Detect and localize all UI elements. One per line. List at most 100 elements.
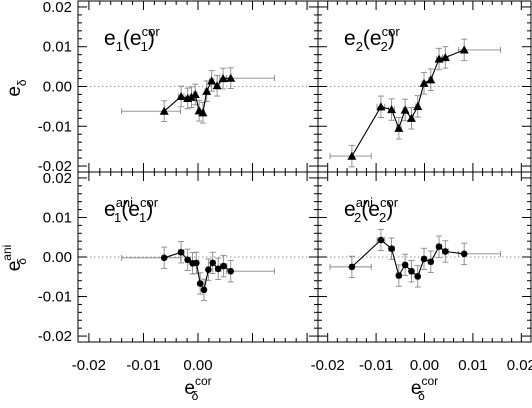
data-point-circle	[388, 245, 395, 252]
panel-label-part: cor	[142, 24, 161, 39]
data-point-circle	[177, 248, 185, 256]
data-point-circle	[214, 265, 222, 273]
data-point-circle	[377, 236, 385, 244]
panel-label-part: e	[344, 198, 356, 221]
panel-label-part: ani	[356, 195, 373, 210]
y-axis-title-part: δ	[15, 79, 29, 86]
data-point-triangle	[394, 123, 404, 132]
y-tick-label: -0.01	[38, 118, 72, 135]
x-tick-label: 0.02	[507, 357, 532, 374]
panel-top-left: e1(ecor 1)	[77, 0, 319, 173]
data-point-circle	[435, 243, 443, 251]
x-tick-label: -0.02	[72, 357, 106, 374]
data-point-triangle	[387, 105, 397, 114]
data-point-triangle	[426, 75, 436, 84]
panel-label-part: cor	[380, 195, 399, 210]
data-point-circle	[408, 267, 415, 275]
panel-label-part: 1	[116, 39, 123, 54]
panel-label-part: 2	[379, 210, 386, 225]
data-point-triangle	[400, 105, 410, 114]
data-point-triangle	[406, 113, 416, 122]
panel-label-part: e	[344, 27, 356, 50]
y-tick-label: 0.00	[43, 249, 72, 266]
data-point-circle	[227, 267, 235, 275]
x-tick-label: 0.00	[183, 357, 212, 374]
data-point-circle	[395, 272, 403, 279]
data-point-triangle	[459, 45, 469, 54]
y-axis-title-part: e	[4, 261, 25, 272]
series-line	[351, 49, 465, 157]
data-point-triangle	[440, 52, 450, 62]
y-tick-label: -0.02	[38, 328, 72, 345]
data-point-circle	[160, 254, 168, 262]
panel-label-part: e	[104, 198, 116, 221]
data-point-circle	[200, 286, 208, 294]
data-point-triangle	[190, 89, 200, 99]
y-tick-label: 0.02	[43, 170, 72, 187]
x-axis-title-part: δ	[418, 389, 425, 403]
x-tick-label: -0.01	[126, 357, 160, 374]
panel-bottom-right: eani 2(ecor 2)	[317, 171, 532, 343]
data-point-circle	[414, 273, 422, 280]
x-axis-title-part: e	[411, 378, 422, 399]
data-point-triangle	[176, 91, 186, 101]
data-point-circle	[205, 266, 212, 273]
x-tick-label: 0.01	[458, 357, 487, 374]
y-tick-label: -0.01	[38, 289, 72, 306]
y-tick-label: 0.01	[43, 209, 72, 226]
y-axis-title-part: δ	[15, 258, 29, 265]
panel-label: e2(ecor 2)	[344, 24, 400, 54]
data-point-triangle	[207, 76, 217, 85]
panel-label-part: )	[146, 198, 153, 221]
y-axis-title-part: e	[4, 86, 25, 97]
panel-label-part: )	[388, 27, 395, 50]
panel-label-part: 2	[356, 39, 363, 54]
data-point-triangle	[198, 108, 208, 117]
series-line	[351, 239, 465, 278]
panel-label: e1(ecor 1)	[104, 24, 160, 54]
data-point-circle	[348, 263, 356, 271]
data-point-circle	[442, 248, 449, 255]
data-point-circle	[401, 261, 409, 269]
y-axis-title: eaniδ	[0, 245, 29, 272]
panel-top-right: e2(ecor 2)	[317, 0, 532, 173]
data-point-triangle	[159, 106, 169, 115]
x-axis-title-part: δ	[192, 389, 199, 403]
data-point-circle	[420, 255, 428, 263]
data-point-triangle	[186, 92, 196, 101]
panel-label-part: e	[104, 27, 116, 50]
panel-label-part: (e	[123, 27, 142, 50]
data-point-triangle	[376, 102, 386, 111]
y-axis-title: eδ	[4, 79, 29, 97]
y-axis-title-part: ani	[0, 245, 14, 261]
panel-label-part: 1	[114, 210, 121, 225]
y-tick-label: 0.01	[43, 39, 72, 56]
panel-label-part: 1	[141, 39, 148, 54]
y-tick-label: -0.02	[38, 158, 72, 175]
x-axis-title-part: cor	[195, 374, 212, 388]
y-tick-label: 0.00	[43, 79, 72, 96]
x-tick-label: -0.01	[359, 357, 393, 374]
panel-label-part: (e	[363, 27, 382, 50]
data-point-triangle	[226, 73, 236, 82]
panel-label-part: (e	[361, 198, 380, 221]
x-axis-title-part: cor	[421, 374, 438, 388]
data-point-triangle	[347, 151, 357, 160]
panel-label-part: ani	[116, 195, 133, 210]
x-tick-label: 0.00	[410, 357, 439, 374]
panel-label-part: cor	[140, 195, 159, 210]
data-point-circle	[427, 258, 435, 266]
data-point-circle	[196, 280, 204, 287]
panel-label-part: (e	[121, 198, 140, 221]
data-point-circle	[220, 262, 227, 270]
panel-label-part: 1	[139, 210, 146, 225]
y-tick-label: 0.02	[43, 0, 72, 16]
data-point-circle	[209, 259, 217, 267]
panel-label-part: cor	[382, 24, 401, 39]
data-point-circle	[184, 256, 191, 264]
data-point-triangle	[218, 74, 228, 83]
panel-label-part: )	[386, 198, 393, 221]
panel-bottom-left: eani 1(ecor 1)	[77, 171, 319, 343]
panel-label-part: 2	[354, 210, 361, 225]
